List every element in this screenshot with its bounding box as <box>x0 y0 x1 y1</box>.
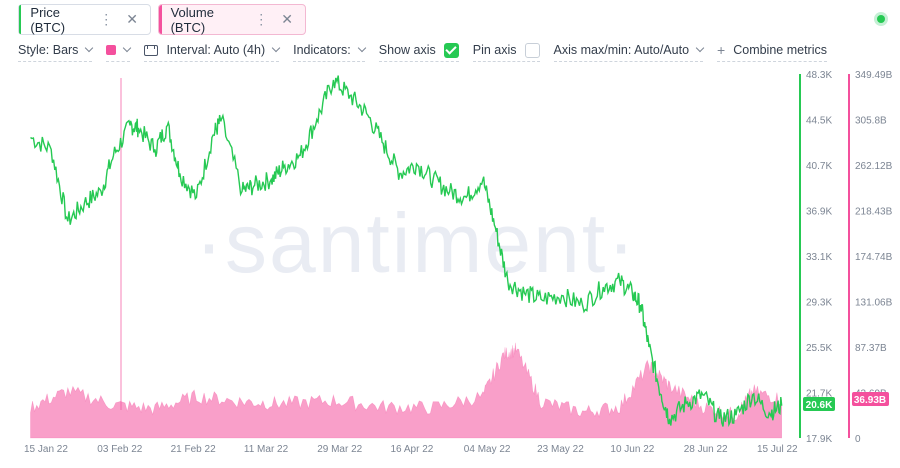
time-tick-label: 23 May 22 <box>537 444 584 455</box>
indicators-label: Indicators: <box>293 43 351 57</box>
metric-tab-volume[interactable]: Volume (BTC) ⋮ ✕ <box>158 4 306 35</box>
metric-tab-label: Volume (BTC) <box>170 4 214 35</box>
volume-tick-label: 0 <box>855 434 861 445</box>
interval-label: Interval: Auto (4h) <box>166 43 266 57</box>
time-tick-label: 03 Feb 22 <box>97 444 142 455</box>
time-tick-label: 15 Jul 22 <box>757 444 798 455</box>
volume-axis: 349.49B 305.8B 262.12B 218.43B 174.74B 131.06… <box>855 70 893 445</box>
live-status-icon <box>874 12 888 26</box>
volume-last-badge: 36.93B <box>852 392 889 406</box>
more-options-icon[interactable]: ⋮ <box>254 11 268 27</box>
time-tick-label: 28 Jun 22 <box>684 444 728 455</box>
time-tick-label: 10 Jun 22 <box>610 444 654 455</box>
axis-maxmin-dropdown[interactable]: Axis max/min: Auto/Auto <box>553 40 705 62</box>
price-tick-label: 21.7K <box>806 389 832 400</box>
interval-dropdown[interactable]: Interval: Auto (4h) <box>144 40 281 62</box>
time-tick-label: 21 Feb 22 <box>171 444 216 455</box>
axis-maxmin-label: Axis max/min: Auto/Auto <box>553 43 690 57</box>
volume-tick-label: 131.06B <box>855 298 893 309</box>
style-dropdown[interactable]: Style: Bars <box>18 40 94 62</box>
time-tick-label: 11 Mar 22 <box>244 444 289 455</box>
show-axis-label: Show axis <box>378 43 436 57</box>
metric-color-bar <box>159 5 162 34</box>
price-tick-label: 48.3K <box>806 70 832 81</box>
volume-series <box>30 342 782 439</box>
chart-toolbar: Style: Bars Interval: Auto (4h) Indicato… <box>18 40 841 62</box>
price-tick-label: 44.5K <box>806 116 832 127</box>
combine-metrics-button[interactable]: + Combine metrics <box>717 40 827 62</box>
combine-metrics-label: Combine metrics <box>733 43 827 57</box>
show-axis-checkbox[interactable] <box>443 42 459 58</box>
price-tick-label: 40.7K <box>806 161 832 172</box>
price-tick-label: 36.9K <box>806 207 832 218</box>
pin-axis-checkbox[interactable] <box>524 42 540 58</box>
metric-color-bar <box>19 5 22 34</box>
close-icon[interactable]: ✕ <box>281 11 293 27</box>
price-tick-label: 29.3K <box>806 298 832 309</box>
price-tick-label: 25.5K <box>806 343 832 354</box>
price-axis: 48.3K 44.5K 40.7K 36.9K 33.1K 29.3K 25.5K 21.7K… <box>806 70 832 445</box>
watermark: ·santiment· <box>195 196 637 290</box>
pin-axis-toggle[interactable]: Pin axis <box>472 40 540 62</box>
volume-tick-label: 305.8B <box>855 116 887 127</box>
color-picker[interactable] <box>106 40 132 62</box>
more-options-icon[interactable]: ⋮ <box>99 11 113 27</box>
price-tick-label: 33.1K <box>806 252 832 263</box>
close-icon[interactable]: ✕ <box>126 11 138 27</box>
indicators-dropdown[interactable]: Indicators: <box>293 40 367 62</box>
volume-tick-label: 174.74B <box>855 252 893 263</box>
volume-tick-label: 349.49B <box>855 70 893 81</box>
time-axis: 15 Jan 22 03 Feb 22 21 Feb 22 11 Mar 22 29 M… <box>24 444 798 455</box>
price-last-badge: 20.6K <box>803 397 835 411</box>
pin-axis-label: Pin axis <box>472 43 517 57</box>
price-series-line <box>30 75 783 428</box>
volume-tick-label: 262.12B <box>855 161 893 172</box>
volume-tick-label: 218.43B <box>855 207 893 218</box>
volume-area <box>30 342 782 439</box>
show-axis-toggle[interactable]: Show axis <box>378 40 459 62</box>
price-last-value: 20.6K <box>806 400 833 411</box>
calendar-icon <box>144 44 159 56</box>
time-tick-label: 29 Mar 22 <box>317 444 362 455</box>
metric-tab-price[interactable]: Price (BTC) ⋮ ✕ <box>18 4 151 35</box>
time-tick-label: 16 Apr 22 <box>391 444 434 455</box>
price-tick-label: 17.9K <box>806 434 832 445</box>
color-swatch <box>106 45 117 55</box>
time-tick-label: 04 May 22 <box>464 444 511 455</box>
volume-tick-label: 87.37B <box>855 343 887 354</box>
plus-icon: + <box>717 42 726 58</box>
style-label: Style: Bars <box>18 43 79 57</box>
metric-tab-label: Price (BTC) <box>30 4 66 35</box>
volume-last-value: 36.93B <box>854 395 886 406</box>
time-tick-label: 15 Jan 22 <box>24 444 68 455</box>
